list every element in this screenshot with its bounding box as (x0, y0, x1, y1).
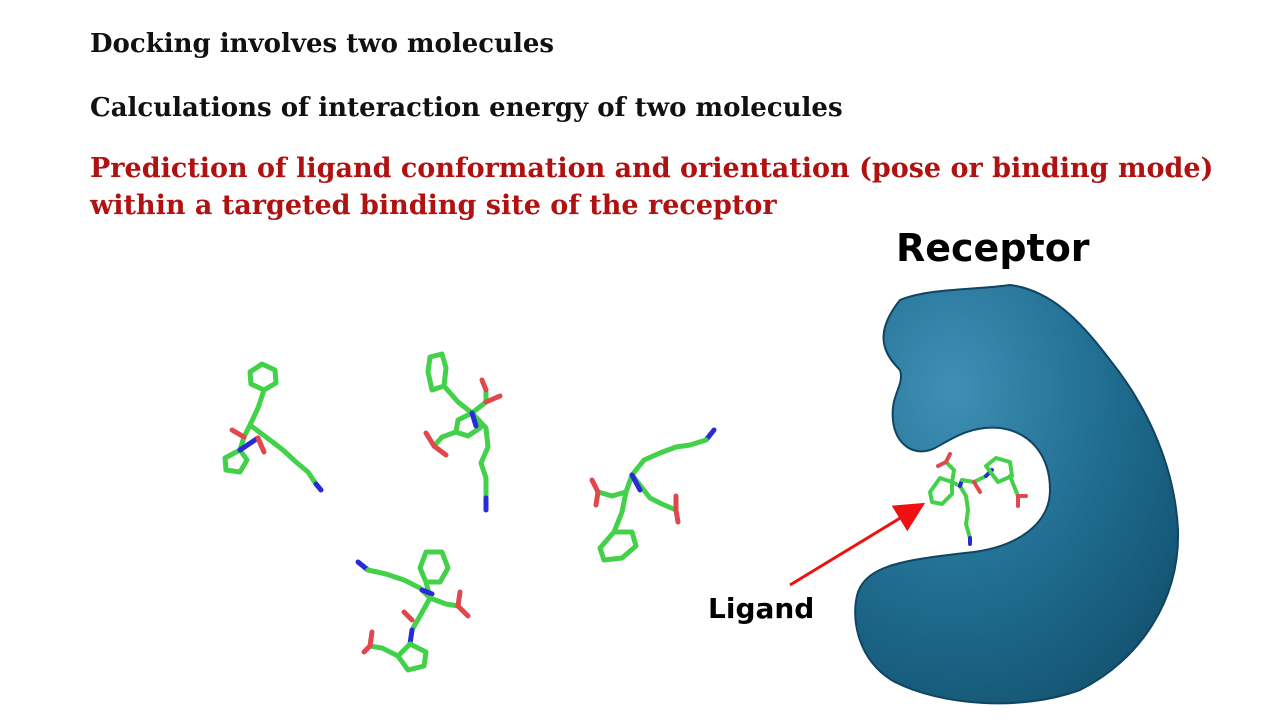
ligand-molecule-3 (589, 427, 717, 563)
bullet-prediction-line1: Prediction of ligand conformation and or… (90, 153, 1214, 184)
docked-ligand (928, 452, 1028, 546)
bullet-energy: Calculations of interaction energy of tw… (90, 93, 843, 123)
ligand-arrow (789, 502, 926, 587)
bullet-prediction: Prediction of ligand conformation and or… (90, 150, 1213, 224)
bullet-prediction-line2: within a targeted binding site of the re… (90, 190, 777, 221)
ligand-molecule-4 (355, 549, 471, 673)
bullet-docking: Docking involves two molecules (90, 29, 555, 59)
receptor-label: Receptor (896, 226, 1090, 270)
ligand-molecule-1 (222, 361, 324, 493)
receptor-protein-shape (854, 283, 1180, 705)
ligand-label: Ligand (708, 592, 815, 625)
ligand-molecule-2 (423, 351, 503, 513)
